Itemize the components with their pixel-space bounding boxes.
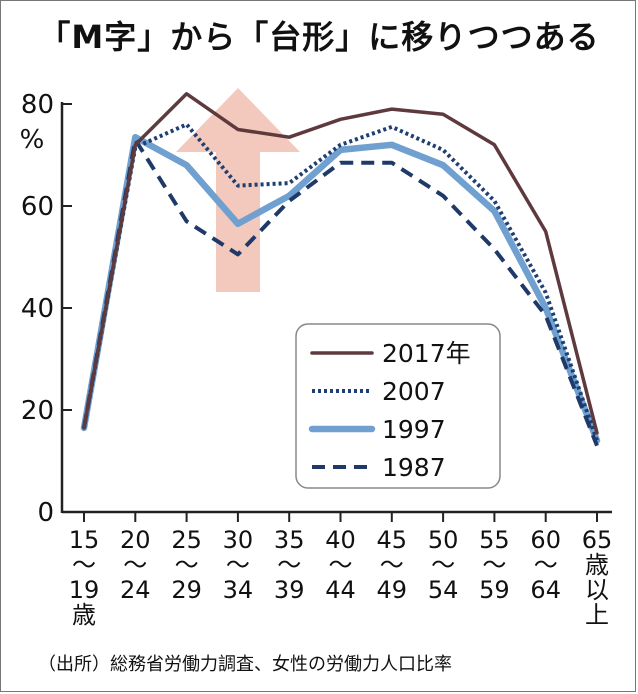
y-tick-label: 40 bbox=[21, 294, 54, 324]
x-tick-label: 〜 bbox=[329, 551, 353, 579]
x-tick-label: 49 bbox=[377, 576, 408, 604]
x-tick-label: 54 bbox=[428, 576, 459, 604]
x-tick-label: 65 bbox=[582, 526, 613, 554]
x-tick-label: 〜 bbox=[431, 551, 455, 579]
legend-label: 1987 bbox=[382, 453, 446, 482]
y-tick-label: 80 bbox=[21, 90, 54, 120]
x-tick-label: 45 bbox=[377, 526, 408, 554]
x-tick-label: 15 bbox=[69, 526, 100, 554]
x-tick-label: 55 bbox=[479, 526, 510, 554]
x-tick-label: 35 bbox=[274, 526, 305, 554]
x-tick-label: 40 bbox=[325, 526, 356, 554]
x-tick-label: 60 bbox=[530, 526, 561, 554]
y-axis-unit: % bbox=[20, 125, 45, 155]
series-line-2017年 bbox=[82, 92, 599, 435]
x-tick-label: 59 bbox=[479, 576, 510, 604]
chart-title: 「M字」から「台形」に移りつつある bbox=[38, 18, 600, 56]
x-tick-label: 歳 bbox=[585, 551, 609, 579]
x-tick-label: 上 bbox=[585, 601, 609, 629]
source-note: （出所）総務省労働力調査、女性の労働力人口比率 bbox=[38, 654, 452, 675]
x-tick-label: 30 bbox=[223, 526, 254, 554]
x-tick-label: 〜 bbox=[72, 551, 96, 579]
annotation-arrow bbox=[176, 88, 300, 292]
x-tick-label: 19 bbox=[69, 576, 100, 604]
legend-box bbox=[295, 323, 501, 489]
x-tick-label: 25 bbox=[171, 526, 202, 554]
x-tick-label: 〜 bbox=[277, 551, 301, 579]
x-tick-label: 29 bbox=[171, 576, 202, 604]
x-tick-label: 50 bbox=[428, 526, 459, 554]
x-tick-label: 24 bbox=[120, 576, 151, 604]
y-tick-label: 20 bbox=[21, 396, 54, 426]
series-line-2007 bbox=[82, 122, 599, 442]
x-tick-label: 〜 bbox=[123, 551, 147, 579]
legend-label: 2017年 bbox=[382, 339, 471, 368]
y-tick-label: 60 bbox=[21, 192, 54, 222]
x-tick-label: 〜 bbox=[175, 551, 199, 579]
legend-label: 2007 bbox=[382, 377, 446, 406]
x-tick-label: 歳 bbox=[72, 601, 96, 629]
x-tick-label: 〜 bbox=[380, 551, 404, 579]
series-line-1997 bbox=[80, 133, 601, 444]
series-line-1987 bbox=[82, 137, 599, 447]
x-tick-label: 〜 bbox=[226, 551, 250, 579]
x-tick-label: 64 bbox=[530, 576, 561, 604]
x-tick-label: 以 bbox=[585, 576, 609, 604]
x-tick-label: 34 bbox=[223, 576, 254, 604]
x-tick-label: 〜 bbox=[482, 551, 506, 579]
y-tick-label: 0 bbox=[37, 498, 54, 528]
x-tick-label: 20 bbox=[120, 526, 151, 554]
x-tick-label: 39 bbox=[274, 576, 305, 604]
x-tick-label: 44 bbox=[325, 576, 356, 604]
legend-label: 1997 bbox=[382, 415, 446, 444]
x-tick-label: 〜 bbox=[534, 551, 558, 579]
